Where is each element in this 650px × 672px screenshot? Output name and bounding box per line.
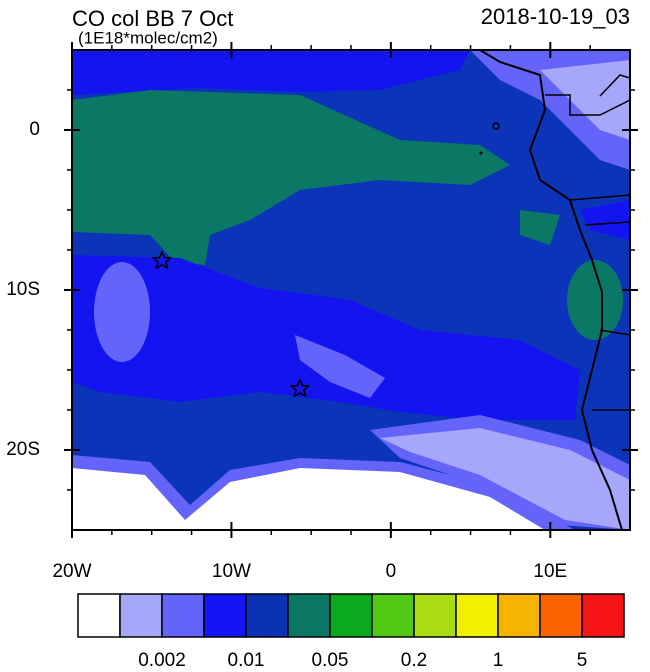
x-tick-label: 10E <box>533 561 567 582</box>
colorbar-label: 0.05 <box>312 650 349 667</box>
colorbar-label: 0.2 <box>401 650 427 667</box>
colorbar-box <box>77 593 121 638</box>
colorbar-box <box>119 593 163 638</box>
colorbar-box <box>329 593 373 638</box>
x-tick-label: 20W <box>52 561 91 582</box>
colorbar-box <box>371 593 415 638</box>
axis-ticks: 20W 10W 0 10E 0 10S 20S <box>6 42 638 582</box>
colorbar-box <box>539 593 583 638</box>
colorbar-box <box>581 593 625 638</box>
subtitle: (1E18*molec/cm2) <box>78 28 218 47</box>
colorbar-label: 0.01 <box>228 650 265 667</box>
colorbar-box <box>455 593 499 638</box>
colorbar-box <box>497 593 541 638</box>
colorbar-box <box>245 593 289 638</box>
map-fill <box>72 50 630 530</box>
colorbar-box <box>413 593 457 638</box>
colorbar-box <box>161 593 205 638</box>
colorbar-label: 0.002 <box>138 650 186 667</box>
x-tick-label: 10W <box>212 561 251 582</box>
x-tick-label: 0 <box>386 561 397 582</box>
colorbar: 0.002 0.01 0.05 0.2 1 5 <box>77 593 625 671</box>
y-tick-label: 20S <box>6 439 40 460</box>
y-tick-label: 0 <box>29 119 40 140</box>
timestamp: 2018-10-19_03 <box>481 4 630 29</box>
y-tick-label: 10S <box>6 279 40 300</box>
colorbar-label: 5 <box>577 650 588 667</box>
colorbar-box <box>287 593 331 638</box>
title: CO col BB 7 Oct <box>72 6 233 31</box>
colorbar-label: 1 <box>493 650 504 667</box>
colorbar-box <box>203 593 247 638</box>
